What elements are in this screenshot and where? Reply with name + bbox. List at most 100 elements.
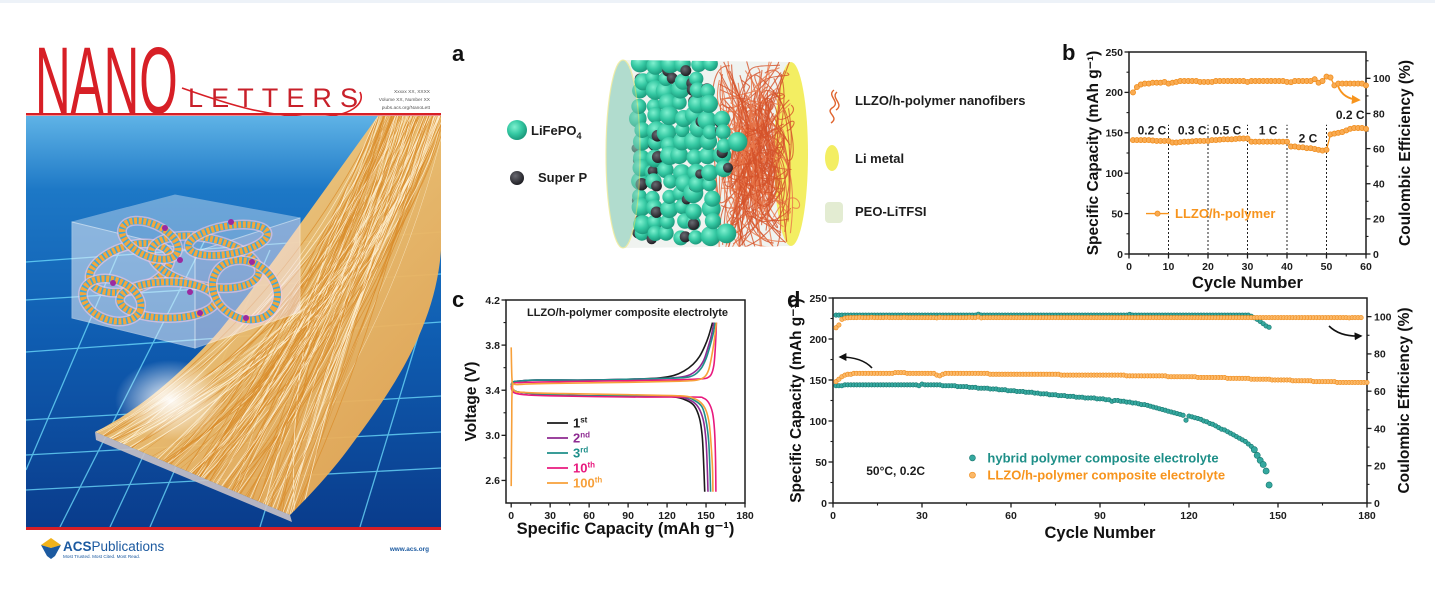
y-tick-label: 0 — [821, 498, 827, 510]
x-tick-label: 30 — [916, 510, 928, 522]
lifepo4-particle — [647, 107, 664, 124]
legend-label-100th: 100th — [573, 476, 602, 491]
super-p-particle — [651, 180, 662, 192]
lifepo4-particle — [702, 177, 717, 192]
legend-label: LLZO/h-polymer — [1175, 206, 1275, 221]
legend-label-number: 1 — [573, 416, 580, 431]
y-axis-label: Voltage (V) — [463, 362, 480, 442]
y-tick-label: 50 — [1111, 208, 1123, 220]
llzo-ce-point — [836, 322, 842, 328]
rate-label: 2 C — [1299, 131, 1318, 145]
cover-fiber-strand — [287, 116, 410, 515]
x-tick-label: 0 — [830, 510, 836, 522]
lifepo4-particle — [704, 190, 721, 207]
curves-group — [510, 322, 718, 492]
x-tick-label: 20 — [1202, 261, 1214, 273]
nanofiber-strand — [732, 134, 791, 248]
journal-title-letters: LETTERS — [188, 83, 358, 113]
yellow-disc-icon — [825, 145, 839, 171]
nanofiber-strand — [738, 162, 774, 237]
polymer-box-illustration — [71, 194, 301, 349]
cover-fiber-strand — [243, 116, 429, 499]
legend-label-1st: 1st — [573, 416, 588, 431]
y2-tick-label: 0 — [1373, 249, 1379, 261]
cover-top-rule — [26, 113, 441, 116]
lifepo4-particle — [716, 138, 732, 153]
rate-label: 0.3 C — [1178, 123, 1207, 137]
y2-axis-label: Coulombic Efficiency (%) — [1397, 60, 1414, 246]
y-tick-label: 250 — [1105, 47, 1123, 59]
x-tick-label: 90 — [1094, 510, 1106, 522]
publisher-tagline: Most Trusted. Most Cited. Most Read. — [63, 554, 140, 559]
panel-d-cycling-chart: 0 30 60 90 120 150 180050100150200250020406080… — [787, 287, 1413, 542]
cover-fiber-strand — [236, 116, 436, 499]
hybrid-capacity-point — [1250, 446, 1258, 454]
hybrid-capacity-point — [1180, 412, 1186, 418]
nanofiber-strand — [749, 74, 774, 248]
y2-tick-label: 60 — [1374, 386, 1386, 398]
lithium-ion-dot — [228, 219, 234, 225]
cover-fiber-strand — [266, 116, 441, 507]
cover-fiber-strand — [213, 116, 395, 490]
x-tick-label: 50 — [1321, 261, 1333, 273]
nanofiber-strand — [717, 165, 786, 242]
lifepo4-particle — [715, 124, 731, 140]
lifepo4-particle — [688, 175, 706, 193]
discharge-curve-100th — [510, 347, 714, 492]
nanofiber-strand — [754, 90, 787, 244]
cover-fiber-strand — [282, 116, 436, 515]
llzo-capacity-point — [1364, 379, 1370, 385]
y2-tick-label: 0 — [1374, 498, 1380, 510]
cover-fiber-strand — [298, 116, 427, 515]
lifepo4-particle — [659, 214, 675, 230]
y-axis-label: Specific Capacity (mAh g⁻¹) — [788, 298, 805, 503]
y2-tick-label: 20 — [1373, 214, 1385, 226]
lithium-ion-dot — [177, 257, 183, 263]
cover-fiber-strand — [220, 116, 414, 488]
y-tick-label: 150 — [1105, 128, 1123, 140]
pale-film-icon — [825, 202, 843, 223]
charge-curve-2nd — [510, 322, 715, 386]
top-strip — [0, 0, 1435, 3]
nanofiber-strand — [758, 89, 794, 161]
chart-title: LLZO/h-polymer composite electrolyte — [527, 307, 728, 319]
data-point — [1311, 76, 1318, 83]
cover-issue-date: Xxxxx XX, XXXX — [394, 89, 431, 95]
nanofiber-strand — [734, 162, 771, 210]
lifepo4-particle — [688, 230, 703, 245]
x-tick-label: 30 — [544, 510, 556, 522]
legend-label-suffix: th — [595, 476, 603, 485]
x-tick-label: 10 — [1163, 261, 1175, 273]
cover-fiber-strand — [275, 116, 401, 515]
legend-label-2nd: 2nd — [573, 431, 590, 446]
super-p-particle — [687, 218, 700, 230]
y2-tick-label: 100 — [1373, 73, 1391, 85]
cover-fiber-strand — [173, 116, 415, 469]
lithium-ion-dot — [162, 225, 168, 231]
x-tick-label: 0 — [508, 510, 514, 522]
cover-fiber-strand — [285, 116, 398, 515]
hybrid-ce-point — [1266, 324, 1272, 330]
rate-label: 1 C — [1259, 123, 1278, 137]
hybrid-capacity-point — [1265, 481, 1273, 489]
legend-marker — [969, 454, 976, 462]
legend-lifepo4-base: LiFePO — [531, 123, 577, 138]
data-point — [1319, 78, 1326, 84]
nanofiber-strand — [731, 120, 795, 189]
lifepo4-particle — [663, 174, 678, 189]
y-tick-label: 2.6 — [485, 475, 500, 487]
hybrid-capacity-point — [1262, 467, 1270, 475]
cover-url: pubs.acs.org/NanoLett — [382, 105, 431, 111]
cover-fiber-strand — [162, 116, 441, 462]
discharge-curve-10th — [510, 387, 717, 492]
y-tick-label: 100 — [809, 416, 827, 428]
llzo-ce-point — [1358, 315, 1364, 321]
y-tick-label: 250 — [809, 293, 827, 305]
x-axis-label: Cycle Number — [1045, 524, 1157, 542]
cover-header-background — [26, 38, 441, 116]
polymer-loop-particles — [147, 232, 263, 292]
cover-fiber-strand — [209, 116, 391, 483]
lifepo4-particle — [700, 83, 715, 99]
lifepo4-particle — [660, 200, 678, 219]
